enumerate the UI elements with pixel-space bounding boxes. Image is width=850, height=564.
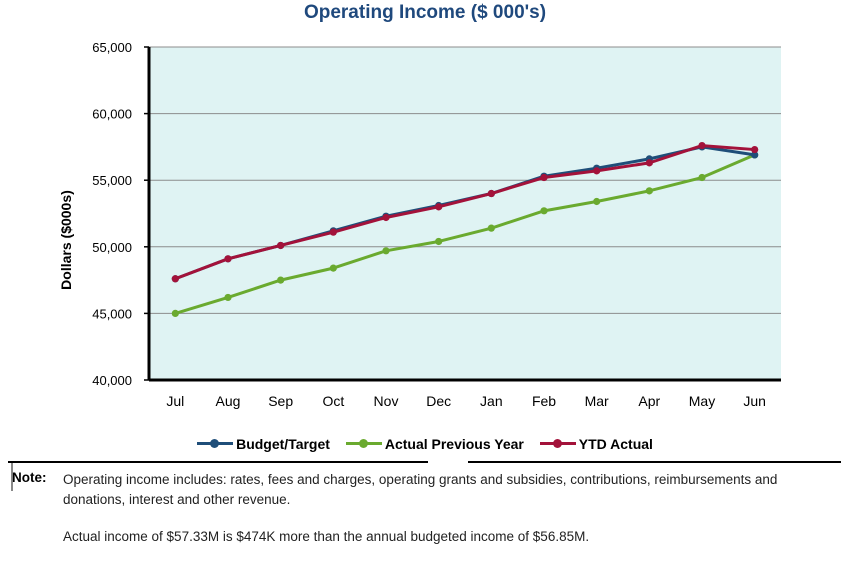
x-tick-label: Jan (480, 393, 503, 409)
x-tick-label: Dec (426, 393, 451, 409)
data-point (751, 145, 759, 154)
x-tick-label: Mar (585, 393, 609, 409)
data-point (698, 141, 706, 150)
y-tick-label: 50,000 (92, 240, 132, 255)
legend-swatch-ytd-actual (539, 439, 576, 448)
x-tick-label: Oct (322, 393, 344, 409)
note-label: Note: (12, 470, 47, 485)
data-point (435, 237, 443, 246)
x-tick-label: Apr (638, 393, 660, 409)
data-point (171, 309, 179, 317)
data-point (487, 189, 495, 198)
data-point (593, 167, 601, 175)
x-tick-label: Aug (216, 393, 241, 409)
x-tick-label: May (689, 393, 715, 409)
x-tick-label: Nov (374, 393, 399, 409)
data-point (277, 241, 285, 250)
legend-label-ytd-actual: YTD Actual (578, 435, 653, 452)
data-point (224, 293, 232, 302)
y-tick-label: 55,000 (92, 173, 132, 188)
data-point (751, 151, 759, 159)
data-point (329, 228, 337, 236)
data-point (171, 275, 179, 283)
note-marker (11, 463, 13, 491)
x-tick-label: Feb (532, 393, 556, 409)
x-tick-label: Sep (268, 393, 293, 409)
note-paragraph-2: Actual income of $57.33M is $474K more t… (63, 529, 590, 544)
y-tick-label: 40,000 (92, 373, 132, 388)
chart-legend: Budget/Target Actual Previous Year YTD A… (0, 432, 850, 452)
legend-swatch-previous-year (345, 439, 382, 448)
data-point (224, 255, 232, 263)
note-text: Operating income includes: rates, fees a… (63, 470, 823, 564)
note-divider-right (468, 461, 841, 463)
data-point (329, 264, 337, 272)
series-line-actual-previous-year (174, 153, 756, 315)
data-point (382, 213, 390, 222)
legend-swatch-budget (197, 439, 234, 448)
legend-item-previous-year: Actual Previous Year (345, 435, 524, 452)
y-tick-label: 60,000 (92, 107, 132, 122)
y-tick-label: 65,000 (92, 40, 132, 55)
x-tick-label: Jul (166, 393, 184, 409)
data-point (382, 247, 390, 255)
note-paragraph-1: Operating income includes: rates, fees a… (63, 472, 778, 507)
data-point (645, 187, 653, 195)
data-point (277, 276, 285, 284)
x-tick-label: Jun (743, 393, 766, 409)
data-point (487, 224, 495, 232)
data-point (645, 159, 653, 167)
plot-area (149, 47, 781, 380)
chart-title: Operating Income ($ 000's) (303, 2, 547, 23)
legend-label-previous-year: Actual Previous Year (384, 435, 524, 452)
line-chart: 40,000 45,000 50,000 55,000 60,000 65,000 Jul A… (92, 40, 781, 409)
data-point (540, 207, 548, 215)
legend-item-budget: Budget/Target (197, 436, 330, 452)
note-divider-left (8, 461, 428, 463)
series-line-ytd-actual (174, 144, 755, 281)
legend-item-ytd-actual: YTD Actual (539, 435, 653, 452)
legend-label-budget: Budget/Target (236, 435, 330, 452)
data-point (698, 173, 706, 182)
data-point (540, 173, 548, 182)
y-tick-label: 45,000 (92, 306, 132, 321)
data-point (435, 203, 443, 211)
y-axis-label: Dollars ($000s) (58, 190, 74, 290)
data-point (593, 197, 601, 206)
